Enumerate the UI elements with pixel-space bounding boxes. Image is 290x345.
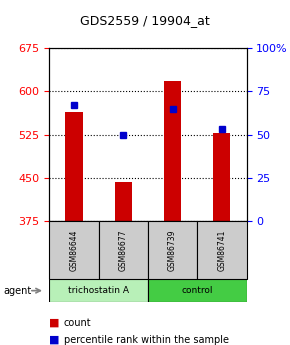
Text: trichostatin A: trichostatin A	[68, 286, 129, 295]
Bar	[164, 81, 181, 221]
Bar	[65, 111, 83, 221]
Text: ■: ■	[49, 318, 60, 327]
Text: GSM86644: GSM86644	[69, 229, 79, 271]
FancyBboxPatch shape	[99, 221, 148, 279]
Text: GSM86739: GSM86739	[168, 229, 177, 271]
FancyBboxPatch shape	[49, 279, 148, 302]
Text: count: count	[64, 318, 91, 327]
Text: GDS2559 / 19904_at: GDS2559 / 19904_at	[80, 14, 210, 27]
FancyBboxPatch shape	[148, 221, 197, 279]
Bar	[115, 182, 132, 221]
Text: percentile rank within the sample: percentile rank within the sample	[64, 335, 229, 345]
FancyBboxPatch shape	[148, 279, 246, 302]
Text: GSM86677: GSM86677	[119, 229, 128, 271]
FancyBboxPatch shape	[197, 221, 246, 279]
Text: GSM86741: GSM86741	[217, 229, 226, 271]
Bar	[213, 134, 231, 221]
FancyBboxPatch shape	[49, 221, 99, 279]
Text: ■: ■	[49, 335, 60, 345]
Text: agent: agent	[3, 286, 31, 296]
Text: control: control	[182, 286, 213, 295]
